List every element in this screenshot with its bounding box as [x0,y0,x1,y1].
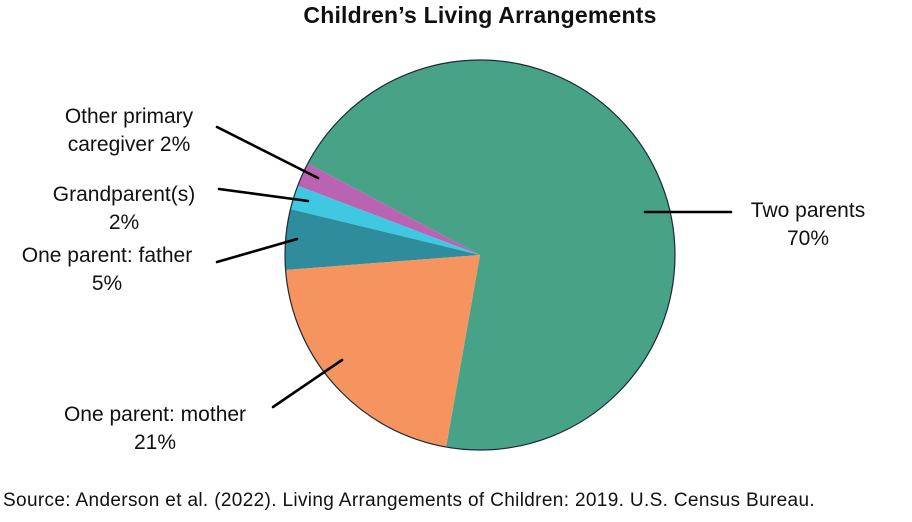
leader-line-other-primary [215,125,320,180]
pie-label-two-parents: Two parents 70% [751,197,865,253]
pie-label-line: 70% [786,227,830,250]
pie-label-line: Other primary [64,105,194,128]
pie-label-father: One parent: father 5% [22,242,192,298]
leader-line-mother [271,358,344,409]
pie-label-line: 21% [133,431,177,454]
pie-label-line: One parent: mother [63,403,247,426]
pie-label-grandparents: Grandparent(s) 2% [53,181,195,237]
pie-label-mother: One parent: mother 21% [64,401,246,457]
chart-title: Children’s Living Arrangements [303,2,657,28]
leader-line-father [215,237,299,264]
leader-line-grandparents [217,187,310,203]
pie-slice-one-parent-mother [285,255,480,448]
pie-label-line: One parent: father [21,244,193,267]
pie-slice-one-parent-father [284,209,480,270]
pie-label-line: 2% [108,211,140,234]
pie-slice-two-parents [307,60,676,451]
pie-label-other-primary: Other primary caregiver 2% [65,103,193,159]
pie-label-line: Two parents [750,199,866,222]
pie-outline [284,59,676,451]
pie-slice-other-primary-caregiver [297,163,480,255]
pie-label-line: caregiver 2% [67,133,191,156]
pie-slice-grandparent-s [290,185,480,255]
pie-label-line: Grandparent(s) [52,183,196,206]
source-citation: Source: Anderson et al. (2022). Living A… [3,490,816,511]
pie-label-line: 5% [91,272,123,295]
